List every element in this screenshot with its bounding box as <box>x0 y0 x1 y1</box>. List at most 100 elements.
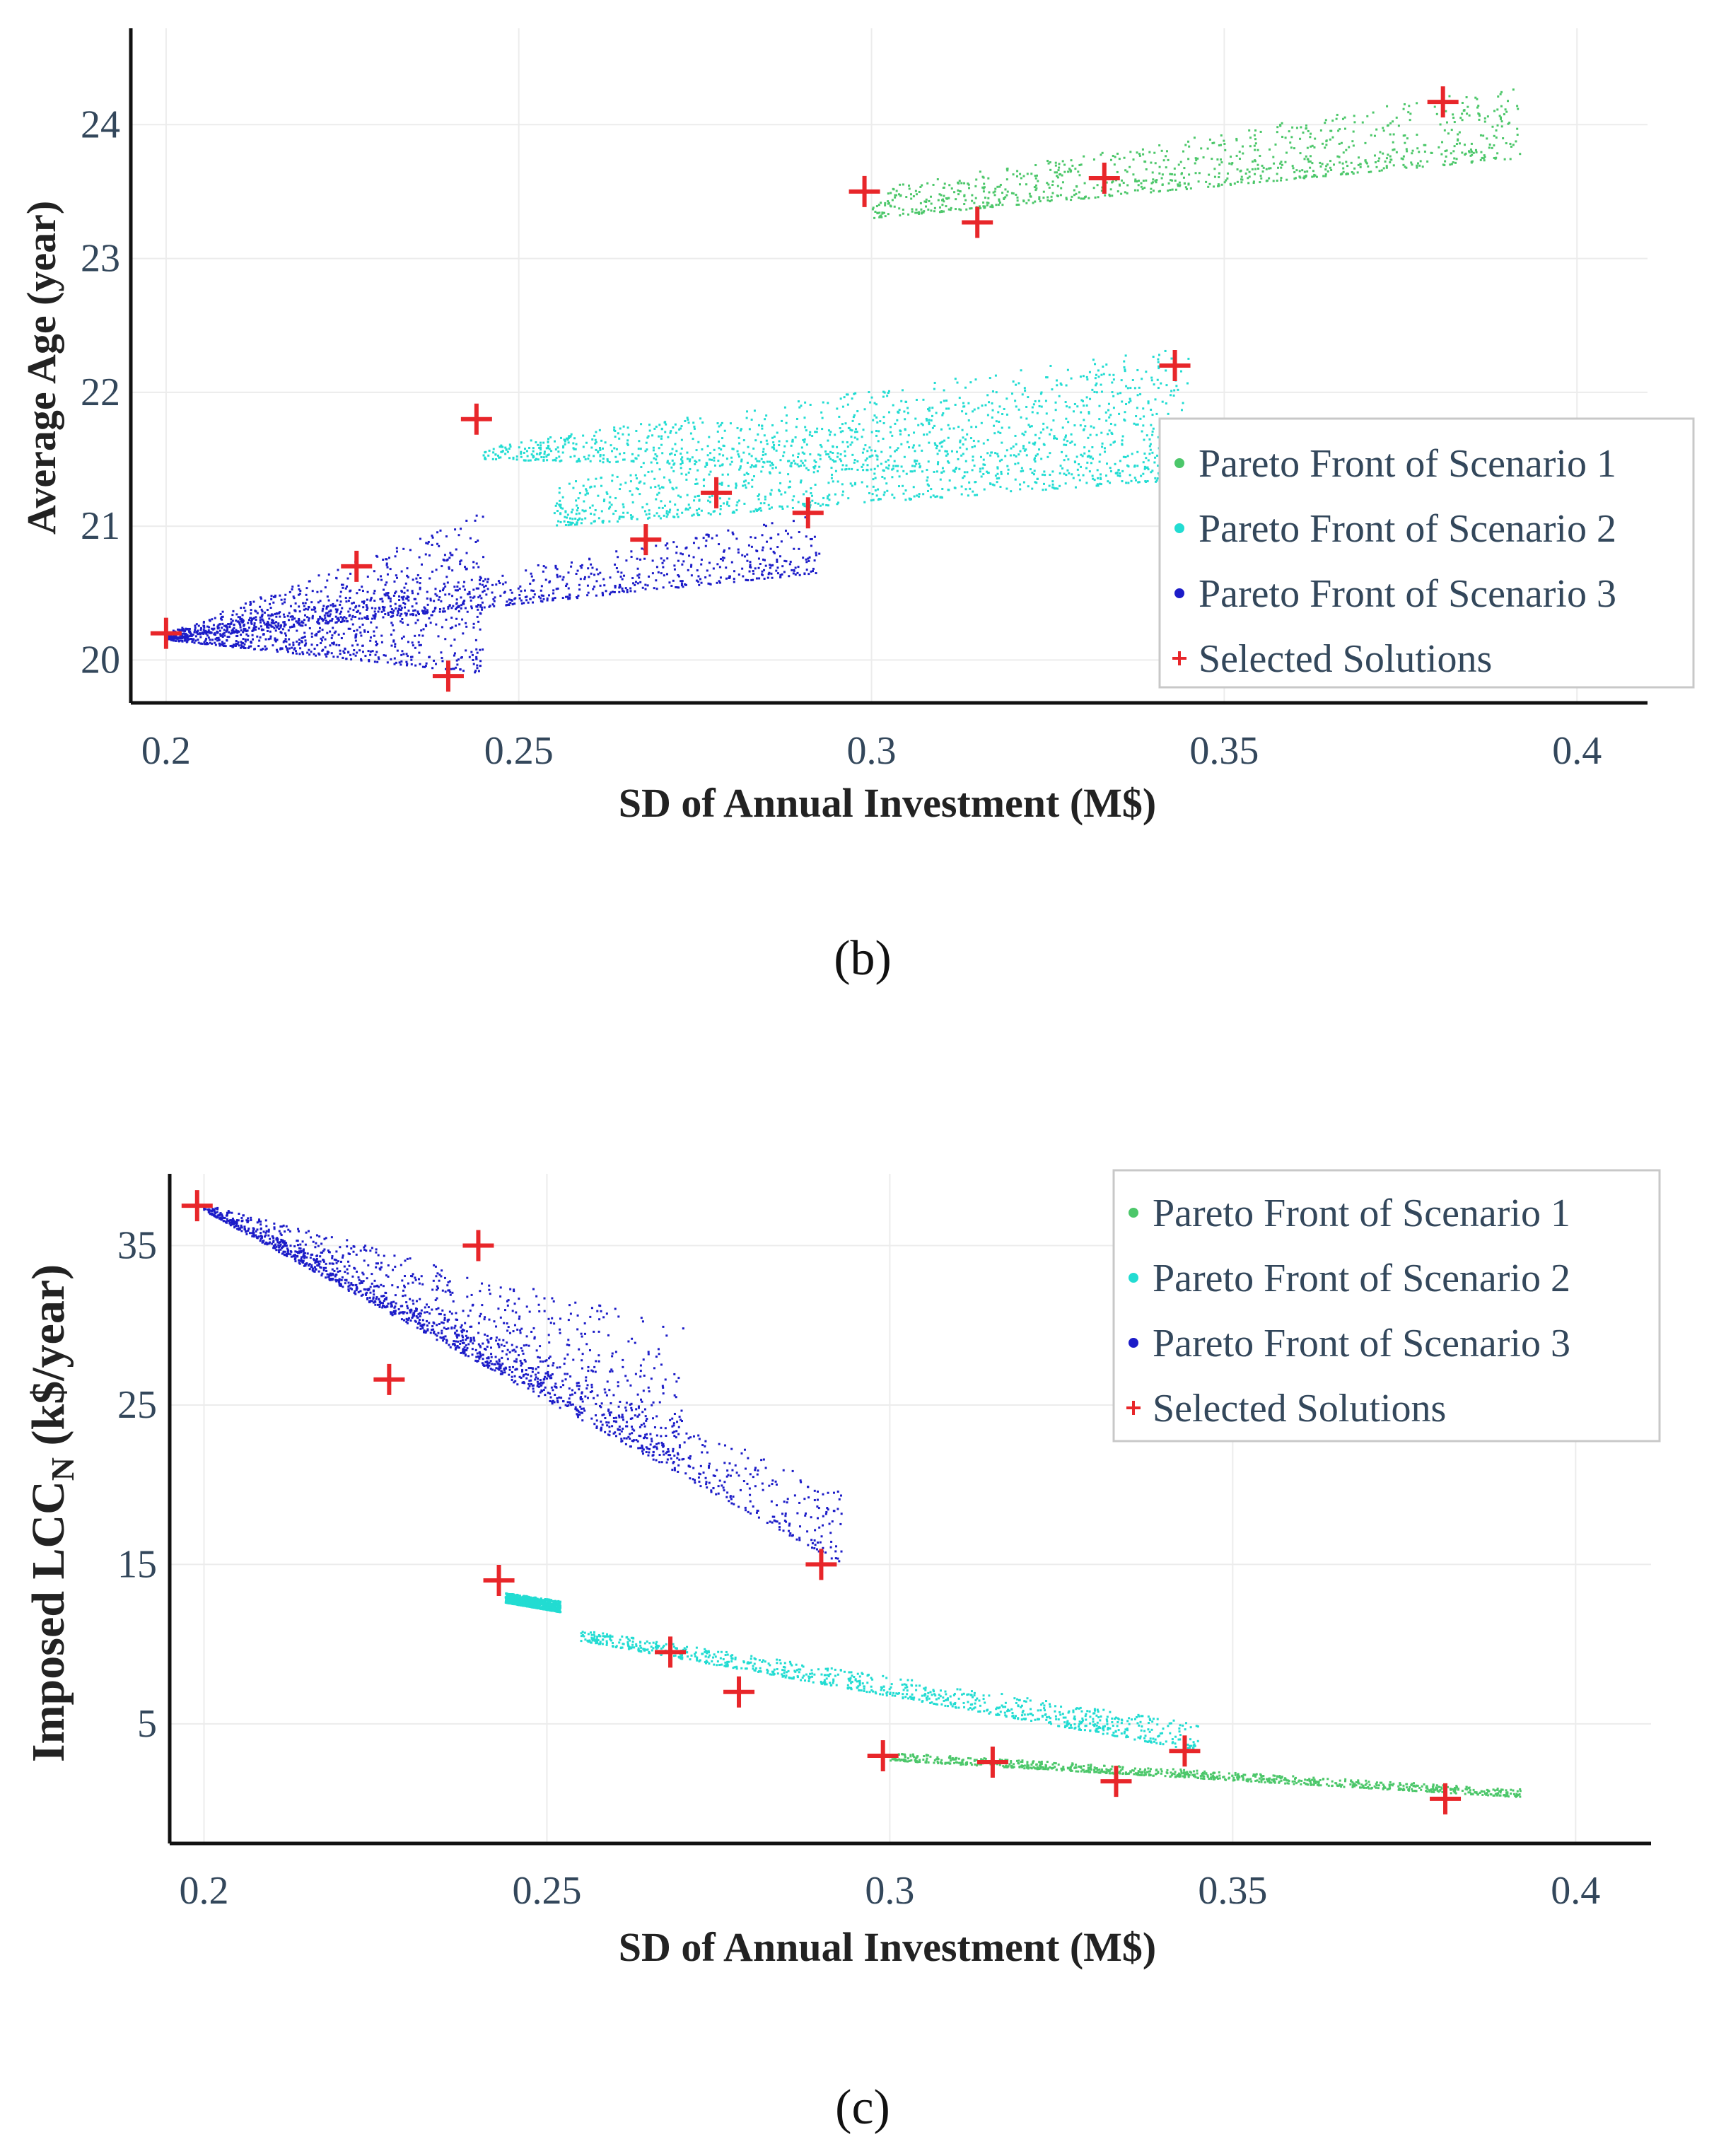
chart-b-point-s3 <box>310 635 313 638</box>
chart-b-point-s2 <box>969 437 972 440</box>
chart-b-point-s2 <box>658 487 661 490</box>
chart-b-point-s3 <box>366 598 368 601</box>
chart-b-point-s3 <box>199 633 202 636</box>
chart-b-point-s1 <box>1361 121 1364 124</box>
chart-b-point-s2 <box>716 422 719 425</box>
chart-b-point-s1 <box>1244 172 1247 175</box>
chart-b-point-s1 <box>1309 136 1312 139</box>
chart-b-point-s1 <box>1223 181 1226 184</box>
chart-b-point-s1 <box>1194 157 1197 160</box>
chart-b-point-s1 <box>880 216 883 218</box>
chart-b-point-s3 <box>506 604 508 607</box>
chart-b-point-s3 <box>356 643 359 646</box>
chart-b-point-s2 <box>1031 406 1034 409</box>
chart-b-point-s3 <box>373 630 375 633</box>
chart-b-point-s3 <box>328 614 331 617</box>
chart-b-point-s2 <box>652 449 655 452</box>
chart-b-point-s1 <box>1259 175 1262 177</box>
chart-b-point-s1 <box>1416 147 1419 150</box>
chart-b-point-s3 <box>699 578 701 581</box>
chart-b-point-s2 <box>665 510 668 513</box>
chart-b-point-s1 <box>1401 158 1404 161</box>
chart-b-point-s1 <box>1218 172 1220 175</box>
chart-b-point-s2 <box>675 450 678 453</box>
chart-b-point-s2 <box>757 508 760 511</box>
chart-b-point-s1 <box>1502 137 1505 140</box>
chart-b-point-s1 <box>1402 107 1405 110</box>
chart-b-point-s2 <box>1142 461 1145 464</box>
chart-b-point-s2 <box>1078 479 1081 482</box>
chart-b-point-s3 <box>345 600 348 603</box>
chart-b-point-s2 <box>1100 390 1103 393</box>
chart-b-point-s3 <box>692 542 695 544</box>
chart-b-point-s2 <box>1097 375 1100 378</box>
chart-b-point-s3 <box>626 591 629 594</box>
chart-b-point-s3 <box>661 561 664 564</box>
chart-b-point-s2 <box>552 459 554 462</box>
chart-b-point-s3 <box>179 634 182 637</box>
chart-b-point-s2 <box>770 489 773 491</box>
chart-b-point-s3 <box>394 643 397 646</box>
chart-b-y-tick-label: 22 <box>81 371 120 414</box>
chart-b-point-s2 <box>926 489 929 492</box>
chart-b-point-s2 <box>1146 466 1149 469</box>
chart-b-point-s2 <box>1116 392 1119 395</box>
chart-b-point-s2 <box>692 438 694 441</box>
chart-b-point-s1 <box>1136 151 1138 154</box>
chart-b-point-s2 <box>1072 477 1075 479</box>
chart-b-point-s2 <box>1167 412 1170 415</box>
chart-b-point-s3 <box>475 562 478 565</box>
chart-b-point-s2 <box>964 488 967 491</box>
chart-b-point-s1 <box>1348 146 1351 148</box>
chart-b-point-s2 <box>549 436 552 438</box>
chart-b-point-s2 <box>816 427 819 430</box>
chart-b-point-s3 <box>390 608 393 611</box>
chart-b-point-s1 <box>1386 105 1389 107</box>
chart-b-point-s2 <box>928 419 931 421</box>
chart-b-point-s1 <box>1195 159 1198 162</box>
chart-b-point-s1 <box>1246 168 1249 171</box>
chart-b-point-s3 <box>335 611 338 614</box>
chart-b-point-s2 <box>854 428 857 431</box>
chart-b-point-s2 <box>935 447 938 450</box>
chart-b-point-s2 <box>573 455 576 458</box>
chart-b-point-s2 <box>955 467 957 470</box>
chart-b-point-s1 <box>927 208 930 211</box>
chart-b-point-s3 <box>344 647 346 650</box>
chart-b-point-s2 <box>872 419 875 421</box>
chart-b-point-s2 <box>557 520 560 523</box>
chart-b-point-s1 <box>1343 127 1346 130</box>
chart-b-point-s3 <box>304 602 307 605</box>
chart-b-point-s2 <box>660 435 663 438</box>
chart-c-point-s1 <box>951 1756 954 1759</box>
chart-b-point-s1 <box>1119 184 1121 187</box>
chart-b-point-s2 <box>906 441 909 443</box>
chart-b-point-s2 <box>934 443 937 446</box>
chart-b-point-s3 <box>770 537 773 540</box>
chart-b-point-s1 <box>1058 173 1061 176</box>
chart-c-point-s1 <box>1234 1771 1237 1774</box>
chart-c-point-s1 <box>1178 1772 1181 1775</box>
chart-b-point-s2 <box>635 487 638 490</box>
chart-b-point-s3 <box>317 652 320 655</box>
chart-b-point-s1 <box>1150 191 1153 194</box>
chart-b-point-s3 <box>423 606 426 609</box>
chart-b-point-s2 <box>695 460 698 463</box>
chart-b-point-s1 <box>1470 142 1473 145</box>
chart-b-point-s3 <box>298 605 301 608</box>
chart-b-point-s2 <box>955 450 958 453</box>
chart-b-point-s2 <box>1124 354 1127 357</box>
chart-b-point-s3 <box>332 627 334 629</box>
chart-b-point-s2 <box>858 423 861 426</box>
chart-b-point-s3 <box>568 598 571 600</box>
chart-b-point-s3 <box>297 593 300 596</box>
chart-b-point-s3 <box>349 596 351 599</box>
chart-b-point-s1 <box>876 212 879 215</box>
chart-b-point-s2 <box>643 474 646 477</box>
chart-b-point-s2 <box>995 391 998 394</box>
chart-b-point-s2 <box>963 475 966 478</box>
chart-b-point-s2 <box>771 446 774 449</box>
chart-b-point-s3 <box>766 576 769 579</box>
chart-b-point-s3 <box>211 627 214 630</box>
